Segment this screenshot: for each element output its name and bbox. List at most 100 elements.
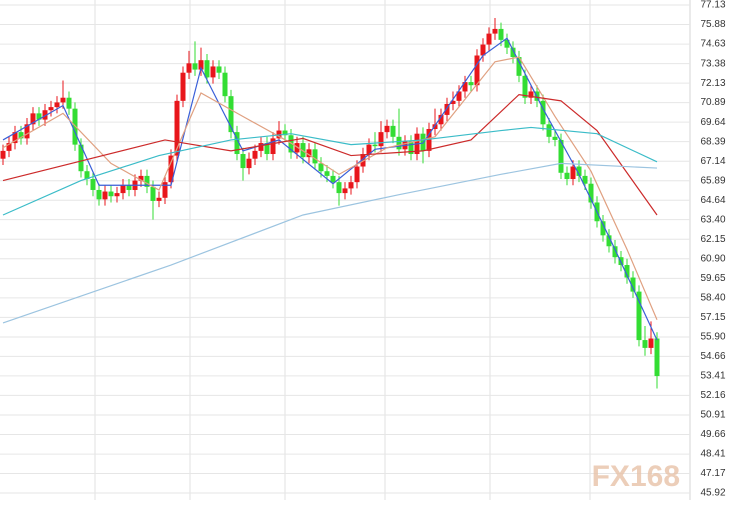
y-tick-label: 50.91 xyxy=(700,410,725,421)
y-tick-label: 74.63 xyxy=(700,39,725,50)
candle-body xyxy=(642,340,648,348)
candle-body xyxy=(438,114,444,125)
candle-body xyxy=(138,175,144,181)
candle-body xyxy=(396,136,402,150)
y-tick-label: 54.66 xyxy=(700,351,725,362)
candle-body xyxy=(210,66,216,78)
candle-body xyxy=(312,149,318,164)
candle-body xyxy=(546,124,552,137)
candle-body xyxy=(270,138,276,155)
candle-body xyxy=(600,221,606,236)
candle-body xyxy=(120,185,126,194)
candle-body xyxy=(54,102,60,108)
candle-body xyxy=(246,158,252,169)
y-tick-label: 65.89 xyxy=(700,175,725,186)
watermark: FX168 xyxy=(592,460,680,493)
y-tick-label: 60.90 xyxy=(700,253,725,264)
y-tick-label: 45.92 xyxy=(700,488,725,499)
candle-body xyxy=(474,55,480,86)
y-tick-label: 47.17 xyxy=(700,468,725,479)
candle-body xyxy=(192,63,198,70)
candle-body xyxy=(492,28,498,34)
y-tick-label: 52.16 xyxy=(700,390,725,401)
candle-body xyxy=(84,171,90,180)
y-tick-label: 59.65 xyxy=(700,273,725,284)
candle-body xyxy=(216,66,222,73)
y-tick-label: 63.40 xyxy=(700,214,725,225)
candle-body xyxy=(228,96,234,133)
candle-body xyxy=(432,124,438,129)
candle-body xyxy=(144,175,150,187)
candle-body xyxy=(294,143,300,153)
candle-body xyxy=(348,182,354,189)
candle-body xyxy=(60,97,66,103)
candle-body xyxy=(576,166,582,176)
candle-body xyxy=(252,150,258,159)
candle-body xyxy=(30,113,36,125)
candle-body xyxy=(582,175,588,184)
candle-body xyxy=(24,124,30,139)
candle-body xyxy=(504,39,510,48)
moving-average xyxy=(2,126,658,216)
candle-body xyxy=(510,47,516,58)
y-tick-label: 77.13 xyxy=(700,0,725,11)
candle-body xyxy=(468,82,474,86)
candle-body xyxy=(126,185,132,190)
candle-body xyxy=(102,191,108,200)
candle-body xyxy=(564,172,570,180)
candle-body xyxy=(96,189,102,200)
y-tick-label: 53.41 xyxy=(700,371,725,382)
candle-body xyxy=(324,171,330,176)
candle-body xyxy=(636,291,642,341)
candle-body xyxy=(174,100,180,156)
candle-body xyxy=(372,144,378,147)
candle-body xyxy=(378,132,384,147)
candle-body xyxy=(156,197,162,201)
candle-body xyxy=(630,277,636,292)
candle-body xyxy=(336,182,342,194)
candle-body xyxy=(318,163,324,172)
moving-average xyxy=(2,56,658,320)
y-tick-label: 58.40 xyxy=(700,293,725,304)
candle-body xyxy=(12,132,18,144)
candle-body xyxy=(498,28,504,40)
candle-body xyxy=(108,191,114,197)
candle-body xyxy=(330,175,336,183)
candle-body xyxy=(522,75,528,98)
candle-body xyxy=(36,113,42,120)
y-tick-label: 68.39 xyxy=(700,136,725,147)
candle-body xyxy=(342,188,348,194)
candle-body xyxy=(360,154,366,167)
candle-body xyxy=(48,107,54,111)
y-tick-label: 73.38 xyxy=(700,58,725,69)
candle-body xyxy=(180,72,186,101)
candle-body xyxy=(366,144,372,155)
candle-body xyxy=(18,132,24,139)
candle-body xyxy=(624,265,630,278)
candle-body xyxy=(462,82,468,92)
candle-body xyxy=(588,183,594,203)
candle-body xyxy=(150,186,156,201)
moving-average xyxy=(2,93,658,216)
candle-body xyxy=(222,72,228,97)
candle-body xyxy=(390,125,396,137)
candle-body xyxy=(456,91,462,101)
candle-body xyxy=(480,44,486,56)
candle-body xyxy=(606,235,612,247)
candle-body xyxy=(612,246,618,258)
candle-body xyxy=(114,193,120,197)
candle-body xyxy=(288,135,294,153)
y-tick-label: 72.13 xyxy=(700,78,725,89)
candle-body xyxy=(234,132,240,155)
candle-body xyxy=(204,60,210,78)
moving-average xyxy=(2,37,658,341)
candle-body xyxy=(6,143,12,151)
candle-body xyxy=(408,141,414,155)
y-tick-label: 75.88 xyxy=(700,19,725,30)
moving-average xyxy=(2,162,658,324)
candle-body xyxy=(162,182,168,198)
candle-body xyxy=(648,338,654,348)
candle-body xyxy=(444,103,450,115)
